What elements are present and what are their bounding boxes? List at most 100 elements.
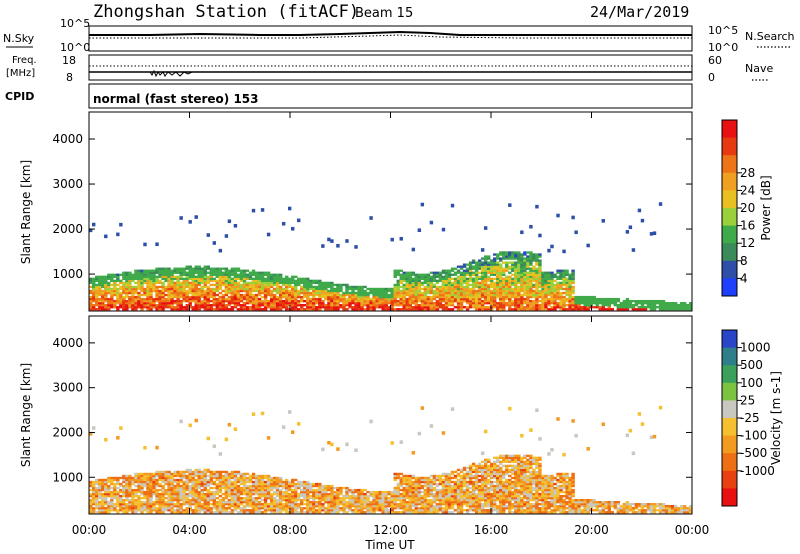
power-cell bbox=[375, 289, 379, 293]
velocity-cell bbox=[230, 490, 235, 494]
velocity-cell bbox=[158, 478, 162, 482]
power-cell bbox=[315, 289, 319, 293]
power-cell bbox=[450, 277, 455, 281]
power-cell bbox=[405, 289, 409, 293]
power-cell bbox=[266, 279, 271, 283]
velocity-cell bbox=[209, 494, 214, 498]
velocity-cell bbox=[179, 503, 183, 506]
velocity-cell bbox=[245, 503, 250, 506]
velocity-cell bbox=[149, 482, 153, 486]
velocity-cell bbox=[300, 498, 304, 502]
velocity-cell bbox=[173, 478, 177, 482]
power-cell bbox=[592, 299, 596, 303]
velocity-cell bbox=[372, 507, 376, 510]
power-cell bbox=[321, 301, 325, 305]
velocity-cell bbox=[390, 498, 394, 502]
power-cell bbox=[173, 283, 177, 287]
power-cell bbox=[646, 299, 651, 303]
power-cell bbox=[300, 289, 304, 293]
velocity-cell bbox=[408, 482, 413, 486]
power-cell bbox=[215, 285, 220, 289]
velocity-cell bbox=[327, 492, 331, 496]
velocity-cell bbox=[432, 476, 437, 480]
velocity-cell bbox=[110, 494, 114, 498]
velocity-cell bbox=[137, 498, 141, 502]
power-cell bbox=[438, 297, 443, 301]
power-cell bbox=[242, 277, 247, 281]
power-cell bbox=[248, 287, 253, 291]
velocity-cell bbox=[375, 498, 379, 502]
power-cell bbox=[483, 285, 488, 289]
velocity-cell bbox=[336, 505, 340, 508]
power-cell bbox=[218, 277, 223, 281]
velocity-cell bbox=[200, 503, 204, 506]
power-cell bbox=[465, 287, 470, 291]
power-cell bbox=[306, 306, 310, 309]
power-cell bbox=[179, 281, 183, 285]
velocity-cell bbox=[143, 494, 147, 498]
power-cell bbox=[342, 301, 346, 305]
velocity-cell bbox=[221, 484, 226, 488]
power-cell bbox=[619, 308, 624, 311]
velocity-cell bbox=[399, 476, 403, 480]
power-cell bbox=[363, 297, 367, 301]
velocity-cell bbox=[272, 490, 277, 494]
velocity-cell bbox=[324, 484, 328, 488]
velocity-cell bbox=[182, 470, 186, 474]
power-cell bbox=[206, 297, 210, 301]
velocity-cell bbox=[239, 511, 244, 514]
power-cell bbox=[520, 230, 524, 235]
velocity-cell bbox=[125, 492, 129, 496]
velocity-cell bbox=[251, 511, 256, 514]
power-cell bbox=[393, 283, 397, 287]
power-cell bbox=[571, 277, 575, 281]
power-cell bbox=[182, 267, 186, 270]
velocity-cell bbox=[399, 484, 403, 488]
power-cell bbox=[173, 277, 177, 281]
velocity-cell bbox=[291, 501, 295, 504]
velocity-cell bbox=[405, 496, 409, 500]
velocity-cell bbox=[333, 509, 337, 512]
velocity-cell bbox=[297, 484, 301, 488]
velocity-cell bbox=[266, 436, 271, 440]
velocity-cell bbox=[110, 490, 114, 494]
velocity-cell bbox=[206, 498, 210, 502]
power-cell bbox=[502, 277, 506, 281]
velocity-cell bbox=[218, 507, 223, 510]
power-cell bbox=[634, 301, 639, 305]
velocity-cell bbox=[239, 476, 244, 480]
power-cell bbox=[459, 289, 464, 293]
power-cell bbox=[462, 289, 467, 293]
velocity-cell bbox=[197, 494, 201, 498]
power-cell bbox=[486, 285, 491, 289]
power-cell bbox=[167, 287, 171, 291]
velocity-cell bbox=[140, 492, 144, 496]
power-cell bbox=[89, 297, 93, 301]
power-cell bbox=[278, 308, 283, 311]
power-cell bbox=[559, 295, 563, 299]
velocity-cell bbox=[312, 492, 316, 496]
power-cell bbox=[574, 295, 578, 299]
velocity-cell bbox=[209, 490, 214, 494]
power-cell bbox=[113, 291, 117, 295]
power-cell bbox=[571, 289, 575, 293]
velocity-cell bbox=[294, 507, 298, 510]
power-cell bbox=[682, 308, 687, 311]
power-cell bbox=[535, 287, 539, 291]
velocity-cell bbox=[218, 476, 223, 480]
velocity-cell bbox=[438, 505, 443, 508]
velocity-cell bbox=[209, 496, 214, 500]
power-cell bbox=[562, 281, 566, 285]
power-cell bbox=[544, 277, 548, 281]
power-cell bbox=[438, 299, 443, 303]
power-cell bbox=[622, 308, 627, 311]
velocity-cell bbox=[378, 494, 382, 498]
power-cell bbox=[640, 301, 645, 305]
power-cell bbox=[432, 304, 437, 307]
power-cell bbox=[526, 265, 530, 268]
velocity-cell bbox=[321, 505, 325, 508]
velocity-cell bbox=[239, 501, 244, 504]
power-cell bbox=[514, 279, 518, 283]
power-cell bbox=[565, 271, 569, 274]
power-cell bbox=[194, 265, 198, 268]
